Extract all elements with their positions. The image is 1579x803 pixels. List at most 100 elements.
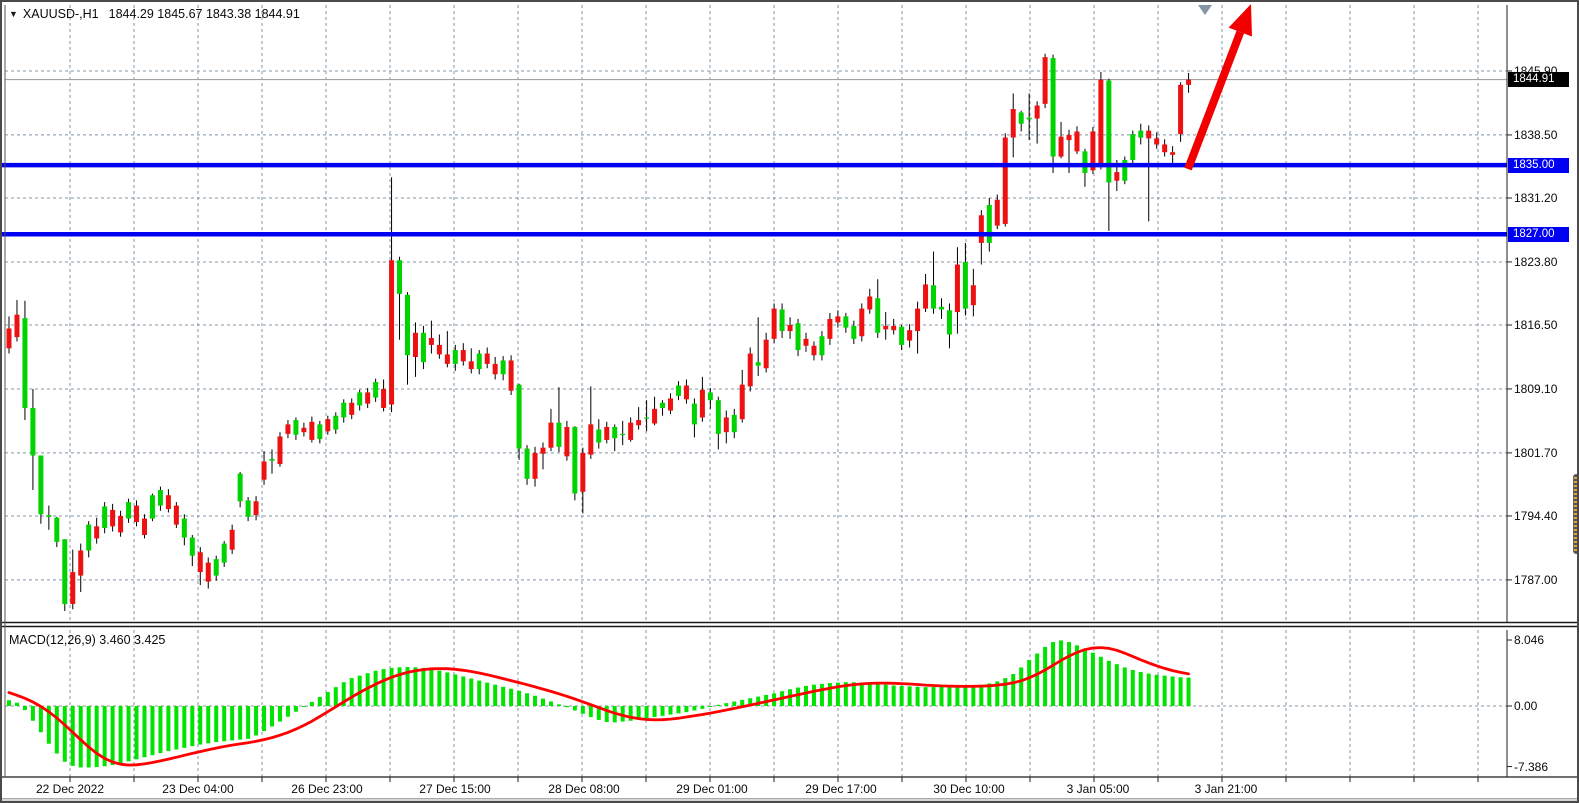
macd-histogram-bar — [469, 678, 474, 706]
candle — [500, 356, 506, 381]
candle — [357, 389, 363, 411]
candle-body — [468, 361, 474, 370]
candle-body — [277, 436, 283, 465]
macd-histogram-bar — [421, 667, 426, 706]
candle-body — [970, 285, 976, 306]
macd-histogram-bar — [493, 684, 498, 706]
candle — [994, 194, 1000, 230]
macd-histogram-bar — [596, 706, 601, 720]
candle — [22, 300, 28, 421]
candle — [149, 493, 155, 522]
macd-histogram-bar — [277, 706, 282, 722]
macd-histogram-bar — [453, 674, 458, 706]
candle-body — [325, 419, 331, 432]
macd-histogram-bar — [230, 706, 235, 741]
candle — [588, 386, 594, 459]
vertical-scrollbar-thumb[interactable] — [1573, 474, 1577, 554]
candle — [1138, 123, 1144, 145]
candle-body — [675, 385, 681, 396]
candle — [317, 420, 323, 444]
macd-histogram-bar — [62, 706, 67, 762]
macd-histogram-bar — [604, 706, 609, 722]
candle — [1058, 121, 1064, 159]
candle-body — [731, 414, 737, 433]
macd-histogram-bar — [843, 682, 848, 706]
macd-histogram-bar — [501, 686, 506, 706]
candle-body — [691, 403, 697, 425]
macd-histogram-bar — [1019, 667, 1024, 706]
candle — [1098, 71, 1104, 170]
candle-body — [134, 505, 140, 523]
candle-body — [237, 473, 243, 502]
macd-histogram-bar — [1090, 652, 1095, 706]
candle — [285, 420, 291, 439]
candle-body — [484, 353, 490, 364]
candle — [373, 378, 379, 402]
macd-histogram-bar — [1027, 660, 1032, 706]
macd-histogram-bar — [78, 706, 83, 768]
candle-body — [54, 517, 60, 542]
candle-body — [867, 296, 873, 310]
candle — [707, 388, 713, 409]
candle-body — [779, 309, 785, 332]
candle-body — [795, 323, 801, 351]
macd-histogram-bar — [110, 706, 115, 766]
macd-histogram-bar — [166, 706, 171, 752]
macd-tick-label: 8.046 — [1514, 633, 1545, 648]
trend-arrow-shaft[interactable] — [1184, 30, 1245, 171]
trend-arrow-head[interactable] — [1228, 4, 1252, 37]
candle-body — [683, 385, 689, 400]
candle-body — [986, 204, 992, 243]
macd-histogram-bar — [907, 686, 912, 706]
candle-body — [954, 264, 960, 313]
candle — [915, 301, 921, 354]
candle-body — [1050, 58, 1056, 157]
candle — [1034, 101, 1040, 144]
candle-body — [883, 325, 889, 330]
candle-body — [532, 452, 538, 479]
candle — [452, 344, 458, 371]
candle — [309, 416, 315, 443]
macd-histogram-bar — [254, 706, 259, 736]
macd-histogram-bar — [804, 685, 808, 706]
candle-body — [723, 417, 729, 433]
candle — [564, 420, 570, 461]
candle — [867, 288, 873, 314]
candle-body — [1146, 130, 1152, 139]
candle — [835, 310, 841, 328]
macd-histogram-bar — [588, 706, 593, 718]
macd-histogram-bar — [987, 683, 992, 706]
macd-histogram-bar — [748, 698, 753, 706]
macd-histogram-bar — [333, 687, 338, 706]
macd-histogram-bar — [214, 706, 219, 743]
candle — [907, 324, 913, 348]
macd-histogram-bar — [190, 706, 195, 747]
candle-body — [899, 326, 905, 345]
candle — [118, 510, 124, 537]
macd-histogram-bar — [1074, 645, 1079, 706]
candle — [1050, 54, 1056, 173]
macd-histogram-bar — [636, 706, 641, 720]
macd-histogram-bar — [740, 699, 745, 706]
candle-body — [580, 452, 586, 492]
macd-histogram-bar — [995, 681, 1000, 706]
macd-histogram-bar — [86, 706, 91, 768]
time-axis-label: 27 Dec 15:00 — [419, 782, 491, 796]
object-anchor-icon[interactable] — [1198, 5, 1212, 15]
candle-body — [819, 336, 825, 356]
macd-histogram-bar — [381, 669, 386, 706]
candle-body — [1010, 109, 1016, 138]
candle — [460, 343, 466, 366]
candle-body — [1034, 105, 1040, 119]
candle — [620, 420, 626, 446]
candle-body — [1114, 172, 1120, 181]
symbol-dropdown-icon[interactable]: ▼ — [9, 9, 18, 19]
candle-body — [859, 308, 865, 337]
candle — [811, 341, 817, 361]
candle — [102, 502, 108, 534]
candle — [1042, 53, 1048, 109]
macd-histogram-bar — [182, 706, 187, 748]
candle — [1074, 126, 1080, 154]
